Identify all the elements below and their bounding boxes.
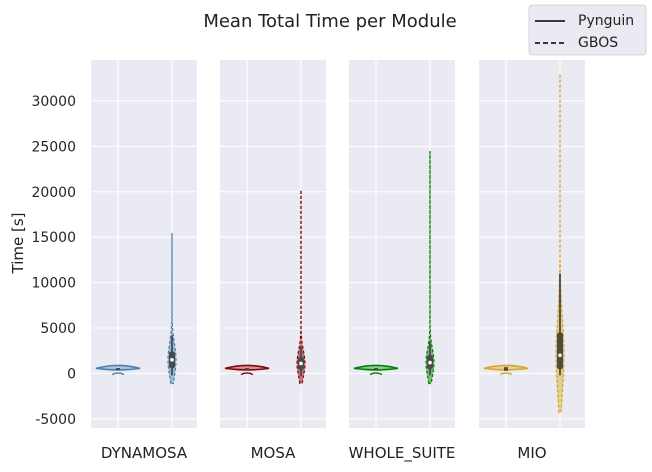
legend-pynguin-label: Pynguin xyxy=(578,13,634,29)
y-ticks-group: -5000 0 5000 10000 15000 20000 25000 30000 xyxy=(31,94,76,428)
box-pynguin xyxy=(245,368,249,371)
median-gbos xyxy=(428,360,432,365)
y-tick-label: 25000 xyxy=(31,139,76,155)
category-label: WHOLE_SUITE xyxy=(349,444,456,463)
box-pynguin xyxy=(374,368,378,371)
violin-pynguin-tail xyxy=(111,372,125,376)
violin-pynguin xyxy=(95,364,141,371)
category-label: DYNAMOSA xyxy=(101,444,188,462)
violin-pynguin xyxy=(224,364,270,371)
panel-background xyxy=(220,60,326,428)
violin-gbos xyxy=(296,189,306,385)
violin-pynguin-tail xyxy=(369,372,383,376)
violin-pynguin-tail xyxy=(240,372,254,376)
violin-gbos xyxy=(167,232,177,385)
panel-background xyxy=(91,60,197,428)
y-tick-label: 0 xyxy=(67,366,76,382)
legend-gbos-label: GBOS xyxy=(578,35,618,51)
panel-background xyxy=(479,60,585,428)
panel-mio: MIO xyxy=(479,60,585,462)
y-tick-label: 30000 xyxy=(31,94,76,110)
violin-gbos xyxy=(555,73,565,414)
y-tick-label: 5000 xyxy=(40,321,76,337)
legend-frame xyxy=(528,4,647,56)
panel-whole-suite: WHOLE_SUITE xyxy=(349,60,456,463)
panels-group: DYNAMOSA MOSA WHOLE_SUITE MIO xyxy=(91,60,585,463)
violin-pynguin-tail xyxy=(499,372,513,376)
median-gbos xyxy=(558,353,562,358)
category-label: MOSA xyxy=(251,444,297,462)
box-pynguin xyxy=(504,367,508,371)
median-gbos xyxy=(170,358,174,362)
y-tick-label: 20000 xyxy=(31,185,76,201)
box-pynguin xyxy=(116,368,120,371)
legend: Pynguin GBOS xyxy=(528,4,647,56)
panel-mosa: MOSA xyxy=(220,60,326,462)
panel-dynamosa: DYNAMOSA xyxy=(91,60,197,462)
y-axis-label: Time [s] xyxy=(9,213,27,275)
box-gbos xyxy=(557,332,563,369)
y-tick-label: 10000 xyxy=(31,276,76,292)
y-tick-label: -5000 xyxy=(35,412,76,428)
category-label: MIO xyxy=(517,444,546,462)
violin-pynguin xyxy=(353,364,399,371)
chart-title: Mean Total Time per Module xyxy=(203,11,456,32)
violin-gbos xyxy=(425,151,435,385)
y-tick-label: 15000 xyxy=(31,230,76,246)
median-gbos xyxy=(299,361,303,366)
panel-background xyxy=(349,60,455,428)
